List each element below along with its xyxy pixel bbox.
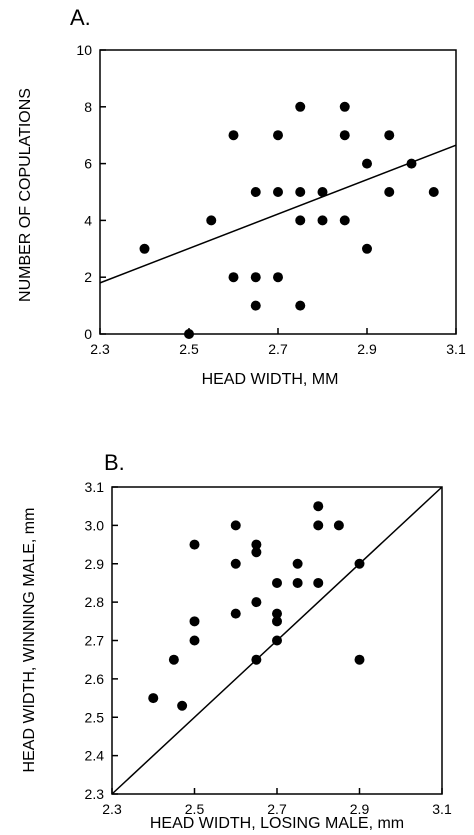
panel-b-x-axis-title: HEAD WIDTH, LOSING MALE, mm	[150, 815, 404, 832]
panel-b-data-point	[333, 520, 344, 531]
panel-b-y-tick-label: 2.7	[85, 633, 105, 649]
panel-a-label: A.	[70, 5, 91, 30]
panel-a-ticks: 2.3 2.5 2.7 2.9 3.1 0 2 4 6 8 10	[76, 42, 466, 357]
panel-a-x-tick-label: 2.3	[90, 341, 110, 357]
panel-a-x-tick-label: 2.7	[268, 341, 288, 357]
panel-a-data-point	[362, 243, 372, 254]
panel-b-label: B.	[104, 450, 125, 475]
panel-a-points	[139, 101, 439, 339]
panel-a-data-point	[339, 130, 350, 141]
panel-a-data-point	[317, 215, 328, 226]
panel-b-data-point	[272, 608, 282, 619]
panel-b-data-point	[272, 616, 282, 627]
panel-b-data-point	[189, 616, 200, 627]
panel-a-data-point	[273, 130, 283, 141]
panel-a-data-point	[295, 215, 306, 226]
panel-a-regression-line	[99, 144, 457, 284]
panel-b-data-point	[189, 539, 200, 550]
panel-b-data-point	[251, 597, 262, 608]
panel-a-data-point	[428, 187, 439, 197]
panel-b-y-tick-label: 2.5	[85, 709, 105, 725]
panel-b-data-point	[251, 654, 262, 665]
panel-a-data-point	[384, 130, 395, 141]
panel-a-data-point	[295, 300, 306, 311]
panel-b-y-tick-label: 2.3	[85, 786, 105, 802]
panel-a-data-point	[228, 272, 239, 283]
panel-a-y-axis-title: NUMBER OF COPULATIONS	[17, 88, 34, 302]
panel-a-x-tick-label: 2.5	[179, 341, 199, 357]
panel-a-data-point	[250, 300, 261, 311]
panel-a-x-tick-label: 3.1	[446, 341, 466, 357]
panel-a-y-tick-label: 8	[84, 99, 92, 115]
panel-a-data-point	[206, 215, 217, 226]
panel-a-data-point	[228, 130, 239, 141]
panel-a-y-tick-label: 6	[84, 156, 92, 172]
panel-b-data-point	[168, 654, 179, 665]
panel-b-data-point	[272, 577, 282, 588]
panel-b-x-tick-label: 2.9	[350, 801, 370, 817]
panel-a-y-tick-label: 0	[84, 326, 92, 342]
panel-b-data-point	[313, 577, 324, 588]
panel-b-y-tick-label: 2.4	[85, 748, 105, 764]
panel-b: B. 2.3 2.5 2.7 2.9 3.1 2.3 2.4 2.5 2.6 2.7 2.8 2.9 3…	[21, 450, 452, 832]
panel-b-y-tick-label: 3.0	[85, 517, 105, 533]
panel-b-data-point	[251, 547, 262, 558]
panel-b-ticks: 2.3 2.5 2.7 2.9 3.1 2.3 2.4 2.5 2.6 2.7 2.8 2.9 3.0 3…	[85, 479, 452, 817]
panel-b-data-point	[313, 520, 324, 531]
panel-a-x-axis-title: HEAD WIDTH, MM	[202, 371, 339, 388]
panel-a-data-point	[406, 158, 417, 169]
panel-a-data-point	[184, 329, 194, 339]
panel-a-data-point	[339, 101, 350, 112]
panel-a-data-point	[250, 187, 261, 197]
panel-b-x-tick-label: 2.3	[102, 801, 122, 817]
panel-b-data-point	[230, 520, 241, 531]
panel-a-data-point	[273, 187, 283, 197]
panel-a-data-point	[273, 272, 283, 283]
panel-a-y-tick-label: 4	[84, 212, 92, 228]
panel-b-data-point	[313, 501, 324, 512]
panel-a-y-tick-label: 2	[84, 269, 92, 285]
panel-b-x-tick-label: 2.7	[267, 801, 287, 817]
panel-b-x-tick-label: 3.1	[432, 801, 452, 817]
panel-b-data-point	[148, 693, 159, 704]
panel-b-y-tick-label: 2.9	[85, 556, 105, 572]
panel-b-y-tick-label: 3.1	[85, 479, 105, 495]
panel-b-data-point	[251, 539, 262, 550]
panel-b-data-point	[189, 635, 200, 646]
panel-a-data-point	[295, 187, 306, 197]
panel-b-y-tick-label: 2.8	[85, 594, 105, 610]
panel-b-points	[148, 501, 365, 711]
panel-b-data-point	[292, 558, 303, 569]
panel-a-data-point	[317, 187, 328, 197]
panel-a: A. 2.3 2.5 2.7 2.9 3.1 0 2 4 6 8 10 HEAD WIDTH, MM…	[17, 5, 466, 388]
panel-a-x-tick-label: 2.9	[357, 341, 377, 357]
panel-a-data-point	[362, 158, 372, 169]
panel-b-x-tick-label: 2.5	[185, 801, 205, 817]
panel-b-data-point	[177, 700, 188, 711]
panel-a-data-point	[384, 187, 395, 197]
panel-b-data-point	[354, 654, 365, 665]
panel-b-data-point	[230, 558, 241, 569]
panel-b-data-point	[272, 635, 282, 646]
panel-b-y-tick-label: 2.6	[85, 671, 105, 687]
panel-a-data-point	[295, 101, 306, 112]
panel-a-data-point	[339, 215, 350, 226]
panel-b-data-point	[354, 558, 365, 569]
panel-a-y-tick-label: 10	[76, 42, 92, 58]
panel-a-data-point	[139, 243, 150, 254]
panel-b-y-axis-title: HEAD WIDTH, WINNING MALE, mm	[21, 508, 38, 773]
panel-b-data-point	[230, 608, 241, 619]
panel-a-data-point	[250, 272, 261, 283]
panel-b-data-point	[292, 577, 303, 588]
